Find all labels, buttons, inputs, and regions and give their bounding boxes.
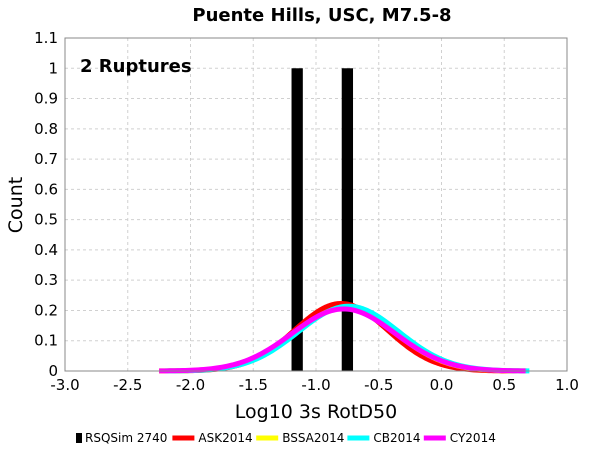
x-tick-label: -0.5 xyxy=(364,376,393,394)
y-tick-label: 0.9 xyxy=(34,90,58,108)
bars xyxy=(291,68,354,371)
legend-label: CB2014 xyxy=(373,431,420,445)
legend-swatch-bar xyxy=(76,433,82,443)
x-tick-label: -1.5 xyxy=(239,376,268,394)
x-tick-labels: -3.0 -2.5 -2.0 -1.5 -1.0 -0.5 0.0 0.5 1.0 xyxy=(50,376,579,394)
legend-label: BSSA2014 xyxy=(282,431,344,445)
x-tick-label: -3.0 xyxy=(50,376,79,394)
x-tick-label: 1.0 xyxy=(555,376,579,394)
y-tick-label: 0.3 xyxy=(34,271,58,289)
y-tick-label: 0.6 xyxy=(34,180,58,198)
y-tick-label: 0.2 xyxy=(34,301,58,319)
legend-label: CY2014 xyxy=(450,431,496,445)
y-tick-labels: 0 0.1 0.2 0.3 0.4 0.5 0.6 0.7 0.8 0.9 1 1.1 xyxy=(34,29,58,380)
y-tick-label: 0.1 xyxy=(34,332,58,350)
curve-cy2014 xyxy=(159,306,526,374)
x-tick-label: -1.0 xyxy=(301,376,330,394)
histogram-bar xyxy=(341,68,354,371)
y-tick-label: 0.8 xyxy=(34,120,58,138)
rupture-count-annotation: 2 Ruptures xyxy=(80,56,192,77)
x-tick-label: 0.0 xyxy=(430,376,454,394)
y-tick-label: 0.7 xyxy=(34,150,58,168)
curve-ask2014 xyxy=(159,301,517,374)
legend-label: ASK2014 xyxy=(198,431,252,445)
plot-frame xyxy=(64,37,568,372)
legend-label: RSQSim 2740 xyxy=(85,431,167,445)
y-tick-label: 0.4 xyxy=(34,241,58,259)
x-tick-label: -2.5 xyxy=(113,376,142,394)
chart-title: Puente Hills, USC, M7.5-8 xyxy=(192,5,451,26)
y-tick-label: 1.1 xyxy=(34,29,58,47)
x-axis-label: Log10 3s RotD50 xyxy=(235,401,397,423)
y-tick-label: 0 xyxy=(48,362,58,380)
y-axis-label: Count xyxy=(5,177,27,233)
legend: RSQSim 2740 ASK2014 BSSA2014 CB2014 CY2014 xyxy=(76,431,496,445)
y-tick-label: 0.5 xyxy=(34,211,58,229)
histogram-bar xyxy=(291,68,303,371)
x-tick-label: 0.5 xyxy=(492,376,516,394)
curves xyxy=(159,301,530,374)
y-tick-label: 1 xyxy=(48,59,58,77)
x-tick-label: -2.0 xyxy=(176,376,205,394)
